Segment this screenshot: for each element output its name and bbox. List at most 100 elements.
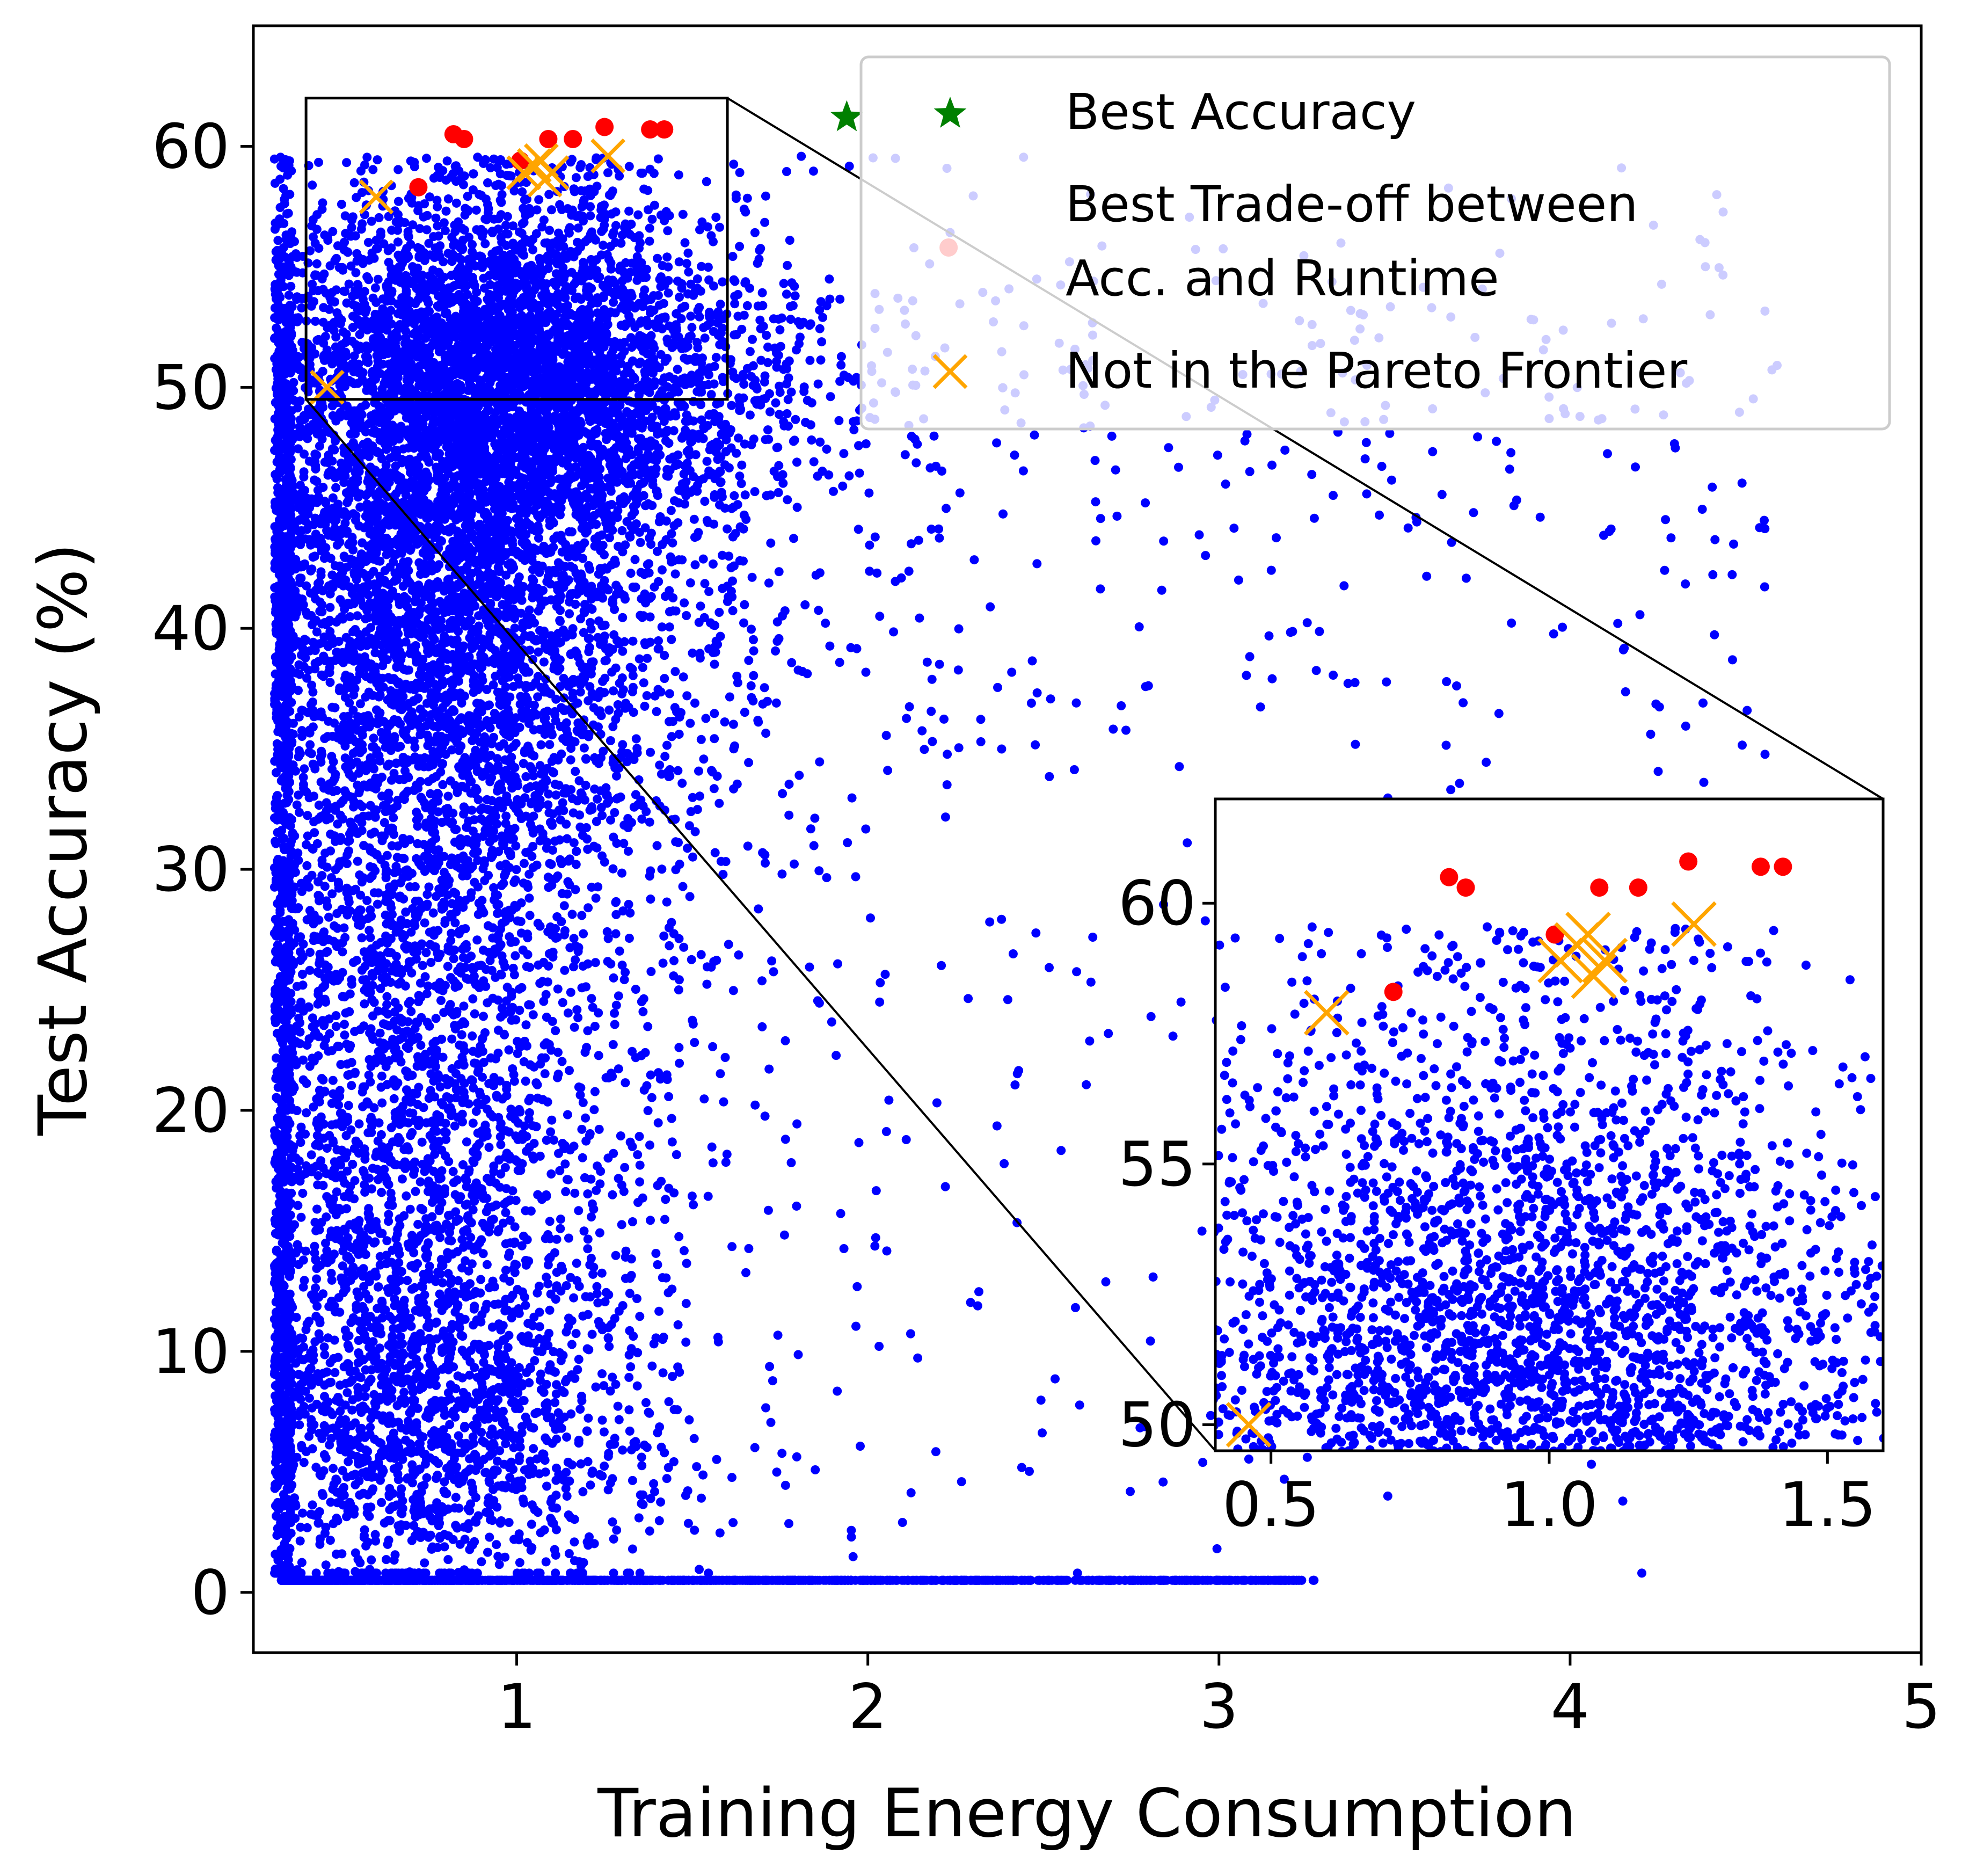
data-point bbox=[579, 743, 589, 753]
data-point bbox=[645, 223, 654, 233]
data-point bbox=[646, 895, 655, 904]
data-point bbox=[666, 506, 676, 515]
data-point bbox=[906, 1329, 915, 1339]
data-point bbox=[674, 170, 683, 180]
data-point bbox=[608, 1372, 617, 1382]
data-point bbox=[411, 1187, 420, 1196]
data-point bbox=[814, 606, 823, 615]
data-point bbox=[544, 789, 553, 799]
data-point bbox=[563, 1008, 573, 1018]
data-point bbox=[652, 841, 662, 850]
data-point bbox=[838, 481, 848, 491]
data-point bbox=[1071, 698, 1081, 708]
data-point bbox=[702, 177, 711, 186]
data-point bbox=[710, 709, 719, 718]
data-point bbox=[362, 152, 372, 162]
data-point bbox=[713, 455, 723, 464]
data-point bbox=[931, 1447, 940, 1457]
data-point bbox=[1010, 450, 1019, 460]
data-point bbox=[551, 790, 561, 800]
data-point bbox=[744, 1244, 754, 1253]
data-point bbox=[760, 217, 770, 227]
data-point bbox=[567, 910, 577, 919]
data-point bbox=[608, 864, 618, 874]
data-point bbox=[667, 1284, 677, 1294]
data-point bbox=[535, 979, 545, 988]
data-point bbox=[370, 283, 380, 293]
data-point bbox=[1121, 725, 1131, 735]
data-point bbox=[700, 497, 710, 506]
data-point bbox=[718, 277, 727, 287]
data-point bbox=[645, 1526, 654, 1536]
data-point bbox=[407, 1231, 417, 1240]
data-point bbox=[524, 1000, 534, 1009]
data-point bbox=[811, 1465, 820, 1474]
data-point bbox=[571, 767, 580, 776]
data-point bbox=[953, 665, 963, 675]
data-point bbox=[976, 737, 986, 746]
data-point bbox=[349, 958, 358, 967]
data-point bbox=[1708, 570, 1718, 579]
data-point bbox=[808, 166, 818, 176]
data-point bbox=[323, 1333, 333, 1343]
data-point bbox=[417, 1137, 427, 1147]
data-point bbox=[295, 1420, 304, 1430]
data-point bbox=[729, 784, 739, 794]
data-point bbox=[504, 1045, 514, 1055]
data-point bbox=[592, 1289, 602, 1298]
data-point bbox=[586, 1480, 595, 1490]
data-point bbox=[760, 1111, 770, 1121]
data-point bbox=[676, 314, 686, 323]
data-point bbox=[1018, 466, 1028, 476]
data-point bbox=[608, 722, 618, 731]
data-point bbox=[353, 1392, 363, 1402]
data-point bbox=[566, 987, 575, 997]
data-point bbox=[712, 1455, 721, 1464]
data-point bbox=[747, 372, 756, 381]
data-point bbox=[813, 379, 823, 389]
data-point bbox=[855, 468, 864, 478]
data-point bbox=[662, 252, 672, 262]
data-point bbox=[1350, 678, 1360, 687]
data-point bbox=[443, 791, 453, 801]
data-point bbox=[374, 1282, 383, 1292]
data-point bbox=[927, 707, 936, 716]
data-point bbox=[743, 841, 753, 851]
data-point bbox=[1267, 674, 1277, 683]
data-point bbox=[647, 214, 657, 224]
data-point bbox=[741, 1268, 750, 1277]
data-point bbox=[527, 1519, 536, 1529]
data-point bbox=[715, 222, 724, 232]
data-point bbox=[337, 200, 346, 209]
data-point bbox=[298, 1055, 308, 1065]
data-point bbox=[646, 540, 656, 549]
data-point bbox=[587, 1329, 597, 1339]
data-point bbox=[299, 472, 309, 482]
data-point bbox=[360, 1392, 370, 1401]
data-point bbox=[709, 784, 719, 794]
data-point bbox=[680, 598, 689, 608]
data-point bbox=[997, 914, 1007, 924]
data-point bbox=[565, 1066, 574, 1075]
data-point bbox=[433, 1471, 442, 1480]
data-point bbox=[443, 1555, 453, 1565]
data-point bbox=[517, 1428, 527, 1438]
data-point bbox=[814, 866, 824, 876]
data-point bbox=[570, 1537, 579, 1547]
data-point bbox=[1360, 454, 1370, 464]
data-point bbox=[488, 923, 498, 933]
data-point bbox=[1760, 582, 1769, 592]
data-point bbox=[740, 600, 749, 609]
data-point bbox=[583, 1457, 593, 1466]
data-point bbox=[697, 415, 706, 425]
data-point bbox=[847, 793, 857, 803]
data-point bbox=[513, 1388, 523, 1398]
data-point bbox=[954, 743, 964, 753]
data-point bbox=[782, 167, 791, 176]
data-point bbox=[1183, 838, 1192, 848]
data-point bbox=[584, 1413, 593, 1423]
data-point bbox=[985, 917, 995, 927]
data-point bbox=[460, 1423, 469, 1433]
data-point bbox=[1343, 679, 1353, 688]
data-point bbox=[1697, 505, 1707, 514]
